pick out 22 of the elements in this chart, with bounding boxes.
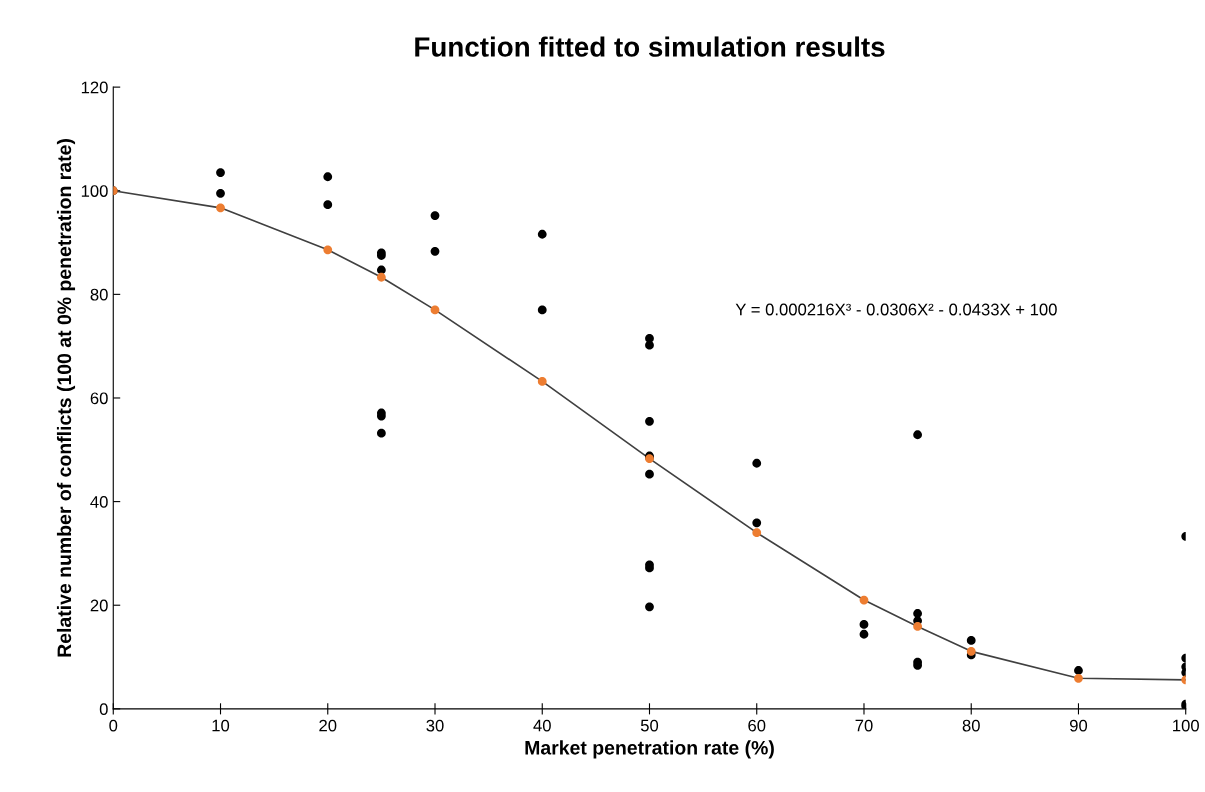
y-tick-label: 40 — [90, 496, 108, 508]
x-tick-label: 0 — [109, 719, 118, 732]
x-tick-label: 70 — [855, 719, 873, 732]
x-tick-label: 10 — [212, 719, 230, 732]
x-tick-label: 100 — [1173, 719, 1199, 732]
x-tick-label: 80 — [962, 719, 980, 732]
x-tick-label: 90 — [1069, 719, 1088, 732]
x-tick-label: 40 — [533, 719, 551, 732]
chart-title: Function fitted to simulation results — [415, 36, 885, 57]
x-tick-label: 30 — [426, 719, 444, 732]
y-tick-label: 100 — [81, 185, 108, 197]
annotation: Y = 0.000216X³ - 0.0306X² - 0.0433X + 100 — [735, 303, 1057, 316]
y-tick-label: 80 — [90, 288, 108, 301]
y-tick-label: 60 — [90, 392, 108, 405]
y-axis-title: Relative number of conflicts (100 at 0% penetration rate) — [56, 139, 76, 657]
x-axis-title: Market penetration rate (%) — [525, 740, 774, 759]
y-tick-label: 20 — [90, 599, 108, 612]
x-tick-label: 50 — [640, 719, 659, 732]
y-tick-label: 120 — [81, 81, 108, 94]
x-tick-label: 20 — [319, 719, 337, 732]
y-tick-label: 0 — [99, 703, 108, 716]
x-tick-label: 60 — [748, 719, 766, 732]
